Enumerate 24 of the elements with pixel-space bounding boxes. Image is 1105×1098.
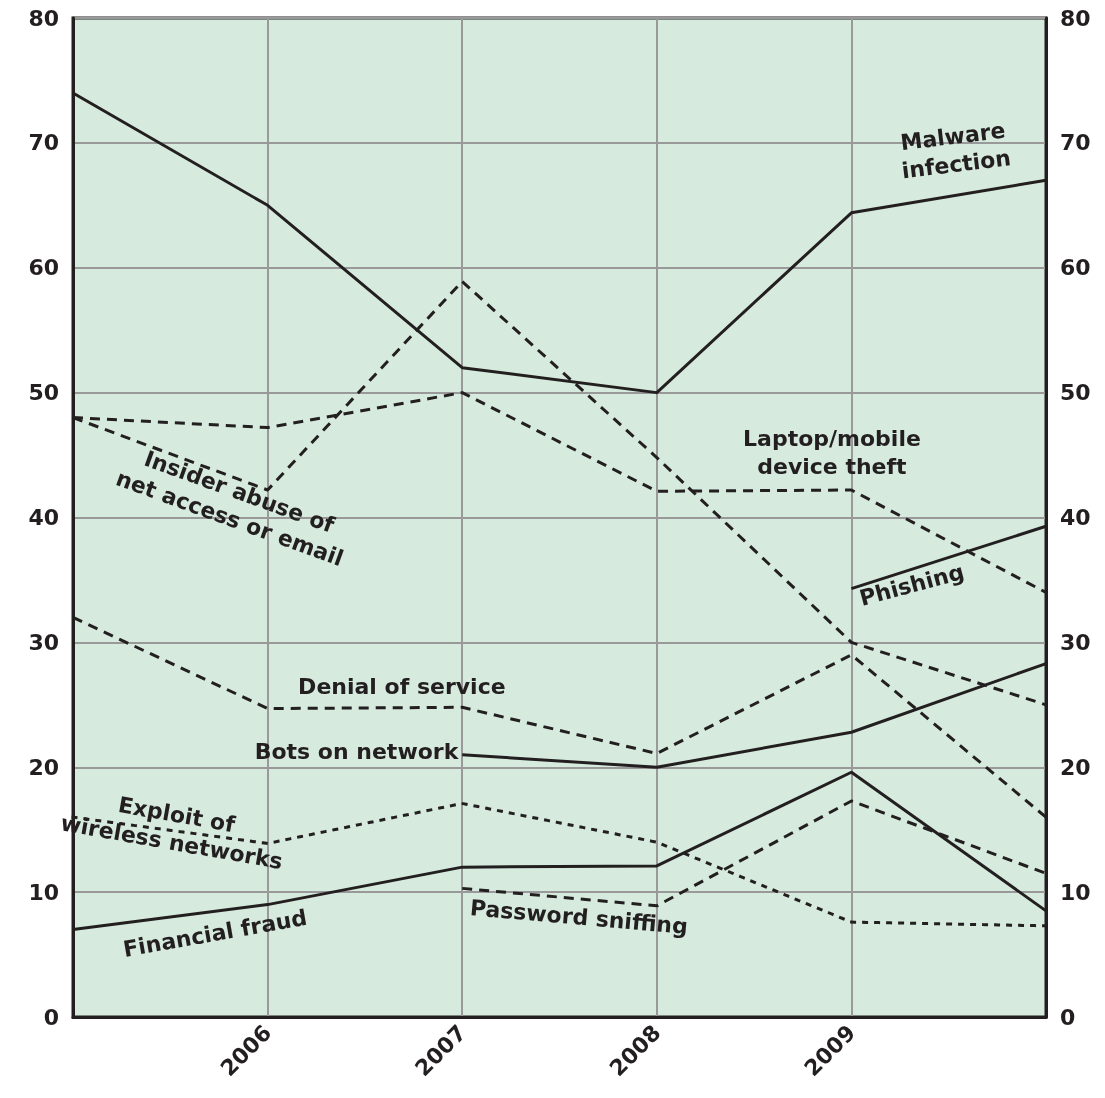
y-tick-label: 40 xyxy=(28,505,59,530)
series-label: Laptop/mobile device theft xyxy=(743,426,921,480)
y-tick-label: 60 xyxy=(28,255,59,281)
y2-tick-label: 0 xyxy=(1060,1004,1076,1030)
y2-tick-label: 60 xyxy=(1060,255,1091,281)
text: Financial fraud xyxy=(121,904,309,962)
y2-tick-label: 50 xyxy=(1060,380,1091,406)
y-tick-label: 70 xyxy=(28,130,59,156)
y-tick-label: 50 xyxy=(28,380,59,406)
y2-tick-label: 40 xyxy=(1060,505,1091,530)
y2-tick-label: 20 xyxy=(1060,754,1091,780)
y2-tick-label: 80 xyxy=(1060,5,1091,31)
text: Malware infection xyxy=(899,117,1013,184)
y2-tick-label: 30 xyxy=(1060,629,1091,655)
series-label: Denial of service xyxy=(298,673,506,699)
y-tick-label: 10 xyxy=(28,879,59,905)
y2-tick-label: 70 xyxy=(1060,130,1091,156)
y-tick-label: 30 xyxy=(28,629,59,655)
series-label: Bots on network xyxy=(254,738,460,764)
y-tick-label: 0 xyxy=(43,1004,59,1030)
y-tick-label: 80 xyxy=(28,5,59,31)
y2-tick-label: 10 xyxy=(1060,879,1091,905)
series-label: Password sniffing xyxy=(469,895,689,940)
y-tick-label: 20 xyxy=(28,754,59,780)
